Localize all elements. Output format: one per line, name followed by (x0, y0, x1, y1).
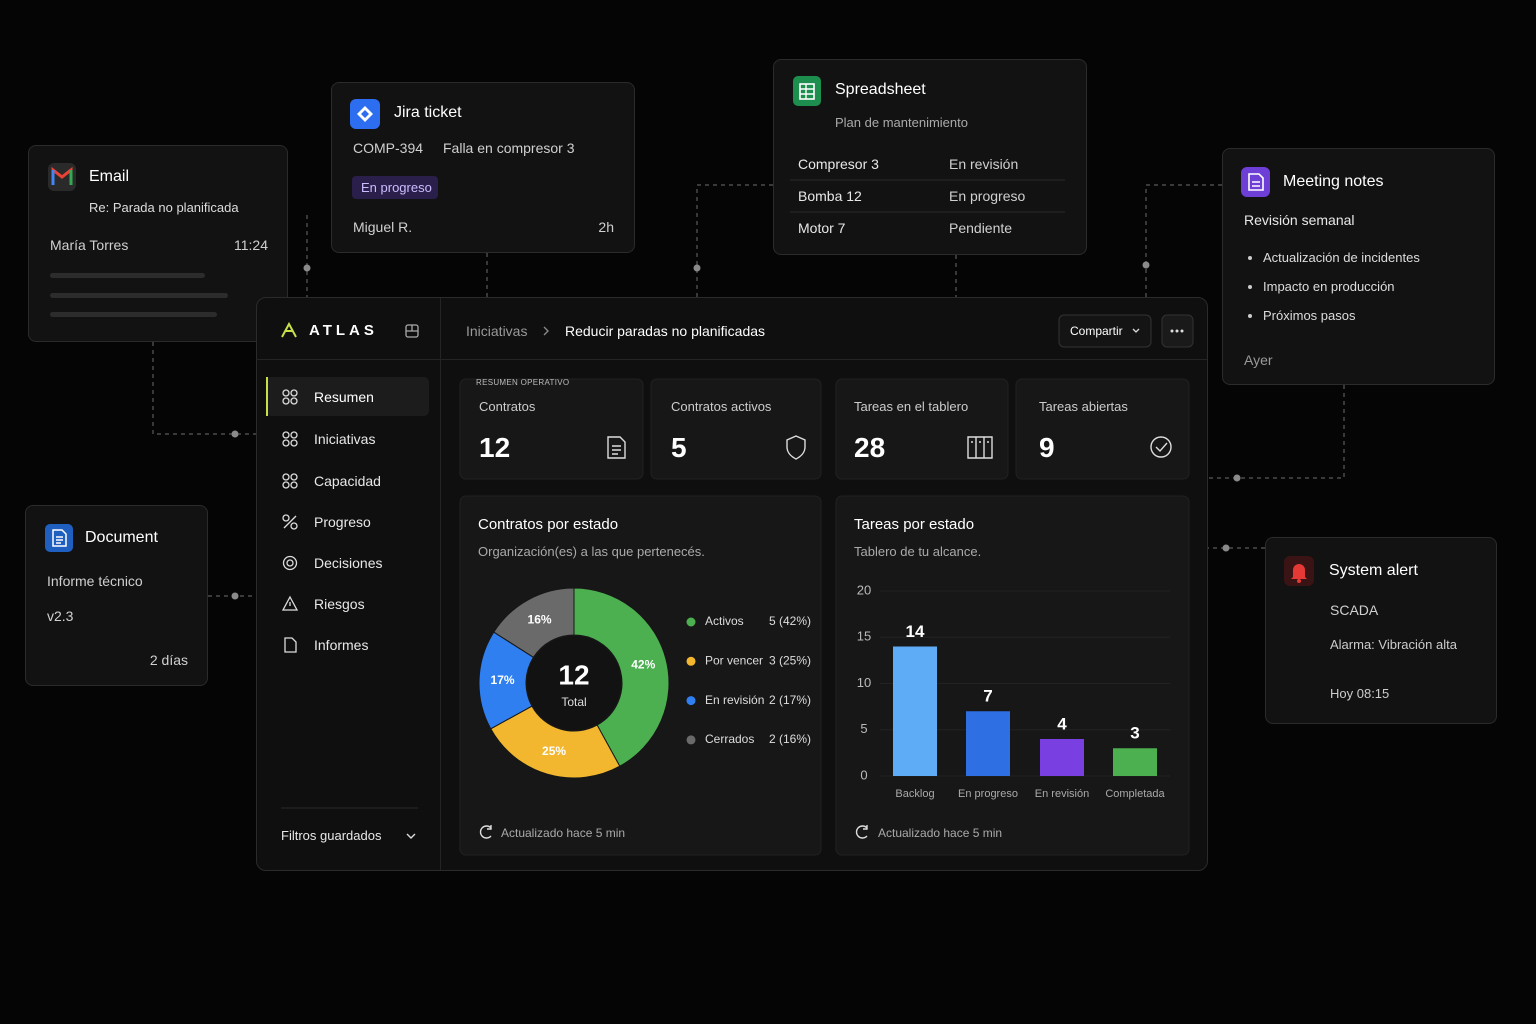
sheet-subtitle: Plan de mantenimiento (835, 115, 968, 130)
connector (696, 184, 773, 297)
sheet-cell: Compresor 3 (798, 156, 879, 172)
sheet-cell: Motor 7 (798, 220, 846, 236)
chart-footer: Actualizado hace 5 min (878, 826, 1003, 840)
chart-subtitle: Tablero de tu alcance. (854, 544, 982, 559)
nav-item[interactable]: Informes (314, 637, 369, 653)
header-divider (441, 359, 1207, 360)
kpi-label: Contratos (479, 399, 536, 414)
connector (1208, 385, 1345, 479)
email-from: María Torres (50, 237, 129, 253)
nav-item[interactable]: Capacidad (314, 473, 381, 489)
nav-item[interactable]: Resumen (314, 389, 374, 405)
section-label: RESUMEN OPERATIVO (476, 378, 570, 387)
email-time: 11:24 (234, 237, 268, 253)
meeting-item: Próximos pasos (1263, 308, 1356, 323)
kpi-value: 28 (854, 432, 886, 463)
ticket-assignee: Miguel R. (353, 219, 413, 235)
chart-footer: Actualizado hace 5 min (501, 826, 626, 840)
sheet-cell: En revisión (949, 156, 1019, 172)
meeting-item: Actualización de incidentes (1263, 250, 1420, 265)
connector (152, 342, 256, 435)
chart-subtitle: Organización(es) a las que pertenecés. (478, 544, 705, 559)
kpi-value: 5 (671, 432, 687, 463)
sheet-cell: En progreso (949, 188, 1026, 204)
card-title: System alert (1329, 562, 1418, 579)
alert-message: Alarma: Vibración alta (1330, 637, 1457, 652)
meeting-subtitle: Revisión semanal (1244, 212, 1355, 228)
dot (231, 430, 239, 438)
kpi-value: 12 (479, 432, 511, 463)
nav-item[interactable]: Progreso (314, 514, 371, 530)
alert-time: Hoy 08:15 (1330, 686, 1390, 701)
brand: ATLAS (309, 322, 378, 339)
sidebar-divider (440, 298, 441, 870)
document-version: v2.3 (47, 608, 74, 624)
alert-source: SCADA (1330, 602, 1379, 618)
ticket-age: 2h (598, 219, 614, 235)
email-subject: Re: Parada no planificada (89, 200, 239, 215)
ticket-key: COMP-394 (353, 140, 424, 156)
jira-card (331, 82, 635, 253)
saved-filters[interactable]: Filtros guardados (281, 828, 382, 843)
dot (1233, 474, 1241, 482)
card-title: Meeting notes (1283, 173, 1384, 190)
dot (1222, 544, 1230, 552)
header-divider (256, 359, 440, 360)
placeholder-line (50, 273, 205, 278)
ticket-summary: Falla en compresor 3 (443, 140, 575, 156)
spreadsheet-card (773, 59, 1087, 255)
nav-item[interactable]: Iniciativas (314, 431, 376, 447)
chart-title: Contratos por estado (478, 516, 619, 533)
document-name: Informe técnico (47, 573, 143, 589)
dot (1142, 261, 1150, 269)
status-pill (352, 176, 438, 199)
nav-item[interactable]: Decisiones (314, 555, 383, 571)
kpi-value: 9 (1039, 432, 1055, 463)
placeholder-line (50, 293, 228, 298)
sheet-cell: Pendiente (949, 220, 1013, 236)
breadcrumb[interactable]: Iniciativas (466, 323, 528, 339)
ticket-status: En progreso (361, 180, 432, 195)
connector (1145, 184, 1222, 297)
kpi-label: Tareas en el tablero (854, 399, 969, 414)
dot (231, 592, 239, 600)
card-title: Spreadsheet (835, 81, 926, 98)
kpi-label: Tareas abiertas (1039, 399, 1128, 414)
app-window (256, 297, 1208, 871)
dot (693, 264, 701, 272)
chart-title: Tareas por estado (854, 516, 975, 533)
card-title: Jira ticket (394, 104, 462, 121)
nav-item[interactable]: Riesgos (314, 596, 365, 612)
sheet-cell: Bomba 12 (798, 188, 862, 204)
dot (303, 264, 311, 272)
meeting-item: Impacto en producción (1263, 279, 1395, 294)
meeting-date: Ayer (1244, 352, 1273, 368)
kpi-label: Contratos activos (671, 399, 772, 414)
document-age: 2 días (149, 652, 188, 668)
card-title: Document (85, 529, 158, 546)
card-title: Email (89, 168, 130, 185)
placeholder-line (50, 312, 217, 317)
share-button[interactable]: Compartir (1070, 324, 1123, 338)
breadcrumb-current: Reducir paradas no planificadas (565, 323, 766, 339)
